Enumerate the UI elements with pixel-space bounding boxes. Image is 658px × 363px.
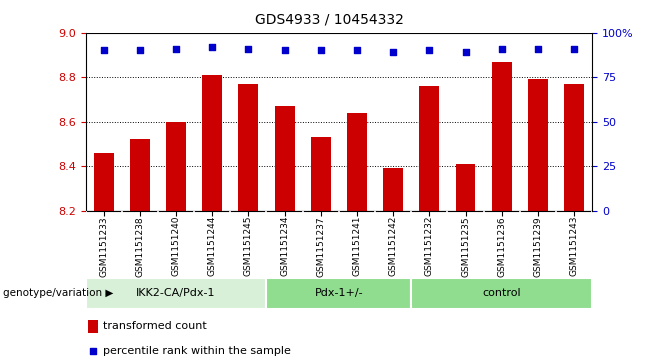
Bar [419, 86, 440, 211]
Point [569, 46, 580, 52]
Bar [266, 278, 411, 309]
Point [207, 44, 217, 50]
Point [496, 46, 507, 52]
Text: genotype/variation ▶: genotype/variation ▶ [3, 288, 114, 298]
Point [99, 48, 109, 53]
Bar [130, 139, 150, 211]
Text: GSM1151236: GSM1151236 [497, 216, 506, 277]
Bar [383, 168, 403, 211]
Text: percentile rank within the sample: percentile rank within the sample [103, 346, 291, 356]
Text: Pdx-1+/-: Pdx-1+/- [315, 288, 363, 298]
Text: GSM1151234: GSM1151234 [280, 216, 289, 276]
Point [170, 46, 181, 52]
Bar [455, 164, 476, 211]
Text: control: control [482, 288, 521, 298]
Text: GSM1151233: GSM1151233 [99, 216, 108, 277]
Text: GSM1151237: GSM1151237 [316, 216, 325, 277]
Bar [347, 113, 367, 211]
Text: GSM1151240: GSM1151240 [172, 216, 180, 276]
Point [424, 48, 434, 53]
Bar [311, 137, 331, 211]
Text: transformed count: transformed count [103, 321, 207, 331]
Text: GSM1151244: GSM1151244 [208, 216, 216, 276]
Point [134, 48, 145, 53]
Bar [528, 79, 548, 211]
Bar [238, 84, 259, 211]
Text: GSM1151235: GSM1151235 [461, 216, 470, 277]
Point [532, 46, 543, 52]
Point [351, 48, 362, 53]
Point [279, 48, 290, 53]
Point [460, 49, 470, 55]
Text: IKK2-CA/Pdx-1: IKK2-CA/Pdx-1 [136, 288, 216, 298]
Bar [88, 320, 98, 333]
Bar [86, 278, 266, 309]
Bar [492, 62, 512, 211]
Point [88, 348, 99, 354]
Point [316, 48, 326, 53]
Text: GSM1151232: GSM1151232 [425, 216, 434, 276]
Text: GSM1151242: GSM1151242 [389, 216, 397, 276]
Text: GSM1151243: GSM1151243 [570, 216, 578, 276]
Text: GSM1151241: GSM1151241 [353, 216, 361, 276]
Bar [202, 75, 222, 211]
Point [388, 49, 398, 55]
Point [243, 46, 253, 52]
Text: GSM1151245: GSM1151245 [244, 216, 253, 276]
Bar [274, 106, 295, 211]
Text: GSM1151239: GSM1151239 [534, 216, 542, 277]
Bar [564, 84, 584, 211]
Text: GDS4933 / 10454332: GDS4933 / 10454332 [255, 13, 403, 27]
Text: GSM1151238: GSM1151238 [136, 216, 144, 277]
Bar [93, 153, 114, 211]
Bar [411, 278, 592, 309]
Bar [166, 122, 186, 211]
